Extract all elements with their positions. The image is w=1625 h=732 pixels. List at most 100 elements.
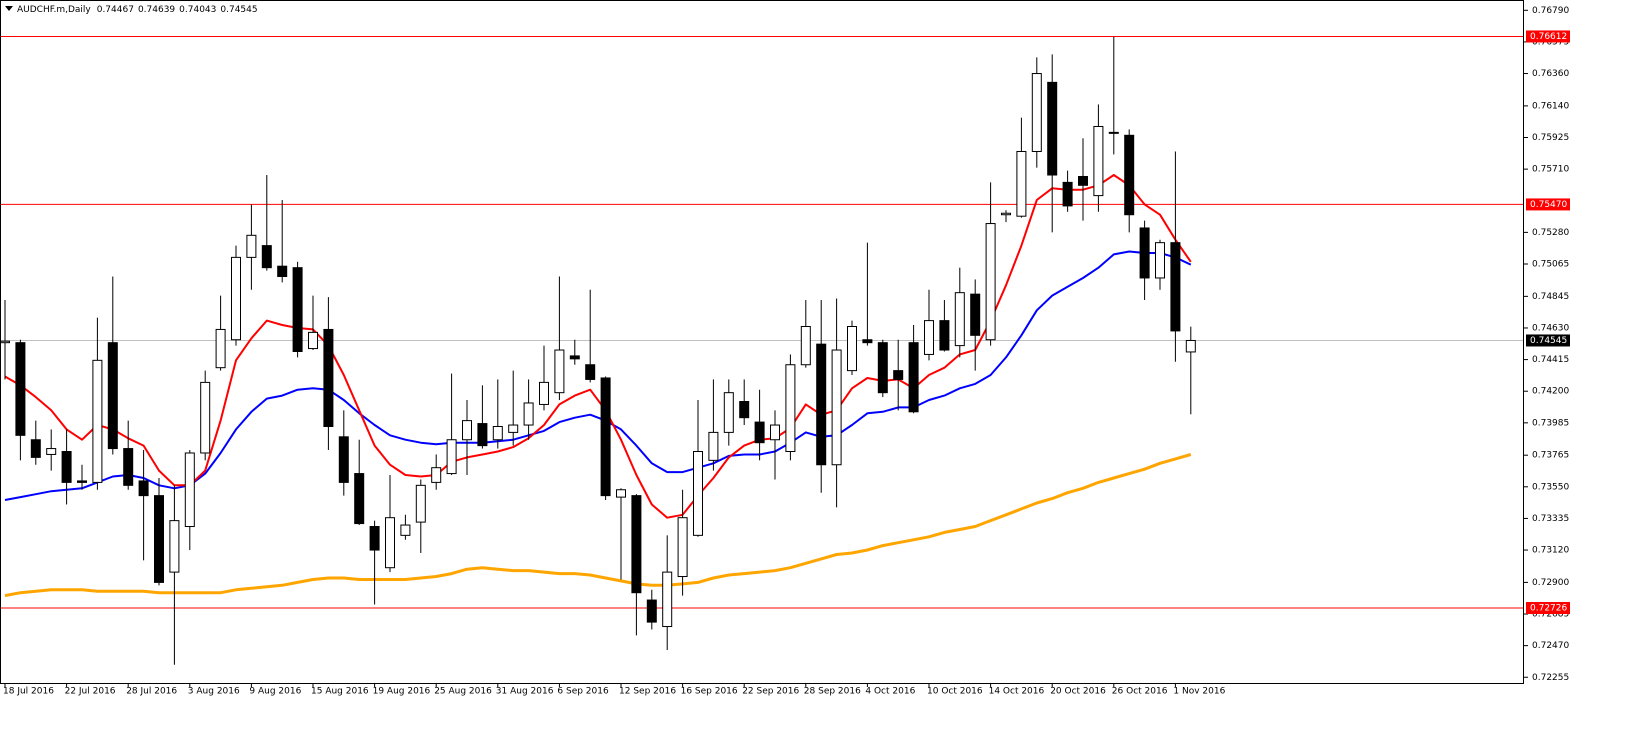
x-tick-label: 6 Sep 2016 [557, 687, 609, 697]
candle-body [15, 342, 26, 436]
candle-body [77, 480, 87, 483]
candle-body [585, 364, 596, 380]
candle-body [785, 364, 796, 453]
level-label: 0.76612 [1530, 32, 1567, 42]
y-tick-label: 0.72470 [1532, 641, 1569, 651]
candle-body [708, 431, 719, 461]
candle-body [400, 524, 411, 536]
x-tick-label: 22 Sep 2016 [742, 687, 799, 697]
candle-body [862, 339, 873, 344]
candle-body [308, 331, 318, 350]
close-value: 0.74545 [220, 5, 257, 15]
candle-layer [0, 36, 1196, 665]
x-tick-label: 12 Sep 2016 [619, 687, 676, 697]
candle-body [600, 377, 611, 497]
menu-icon [5, 6, 13, 11]
candle-body [908, 342, 919, 413]
symbol: AUDCHF.m,Daily [17, 5, 91, 15]
candle-body [184, 452, 195, 528]
candle-body [462, 420, 472, 441]
y-tick-label: 0.75065 [1532, 259, 1569, 269]
candle-body [1170, 242, 1181, 332]
candle-body [770, 424, 780, 441]
x-tick-label: 3 Aug 2016 [188, 687, 240, 697]
candle-body [138, 480, 149, 497]
candle-body [30, 439, 41, 458]
candle-body [508, 424, 519, 433]
x-tick-label: 28 Sep 2016 [804, 687, 861, 697]
x-tick-label: 19 Aug 2016 [373, 687, 431, 697]
candle-body [739, 401, 750, 419]
moving-average [4, 453, 1192, 598]
candle-body [1108, 131, 1119, 134]
x-tick-label: 31 Aug 2016 [496, 687, 554, 697]
level-label: 0.75470 [1530, 200, 1567, 210]
candle-body [939, 320, 950, 351]
x-tick-label: 22 Jul 2016 [65, 687, 116, 697]
hline-layer [0, 35, 1524, 609]
candle-body [477, 423, 488, 447]
candle-body [662, 571, 673, 628]
x-tick-label: 18 Jul 2016 [3, 687, 54, 697]
y-tick-label: 0.74845 [1532, 292, 1569, 302]
open-value: 0.74467 [97, 5, 134, 15]
candle-body [831, 349, 842, 466]
y-tick-label: 0.73120 [1532, 546, 1569, 556]
y-tick-label: 0.72255 [1532, 673, 1569, 683]
candle-body [877, 342, 888, 394]
plot-frame [0, 0, 1524, 684]
x-tick-label: 1 Nov 2016 [1173, 687, 1225, 697]
candle-body [354, 473, 365, 525]
x-tick-label: 4 Oct 2016 [865, 687, 915, 697]
candle-body [1031, 73, 1042, 152]
moving-average [4, 250, 1192, 501]
chart-title: AUDCHF.m,Daily 0.74467 0.74639 0.74043 0.745… [17, 5, 258, 15]
y-tick-label: 0.76360 [1532, 69, 1569, 79]
y-tick-label: 0.76140 [1532, 101, 1569, 111]
y-tick-label: 0.73335 [1532, 514, 1569, 524]
last-price-box [1526, 334, 1570, 347]
x-tick-label: 9 Aug 2016 [249, 687, 301, 697]
candle-body [323, 328, 334, 428]
candle-body [277, 265, 288, 277]
x-tick-label: 10 Oct 2016 [927, 687, 983, 697]
candle-body [970, 293, 981, 336]
candle-body [246, 234, 257, 258]
candle-body [338, 436, 349, 483]
candle-body [723, 392, 734, 433]
candle-body [1155, 242, 1165, 279]
x-tick-label: 25 Aug 2016 [434, 687, 492, 697]
level-label-box [1526, 198, 1570, 211]
candle-body [893, 370, 904, 380]
candle-body [446, 439, 457, 475]
candle-body [754, 421, 765, 444]
candle-body [292, 267, 303, 353]
candle-body [1001, 212, 1011, 216]
candle-body [693, 451, 703, 536]
candle-body [1062, 181, 1073, 207]
candle-body [631, 495, 642, 594]
candle-body [61, 451, 72, 483]
candle-body [569, 355, 580, 360]
label-layer: 0.76612 0.75470 0.72726 0.74545 [1526, 30, 1570, 614]
candle-body [924, 320, 934, 355]
candle-body [800, 325, 811, 366]
x-tick-label: 20 Oct 2016 [1050, 687, 1106, 697]
y-tick-label: 0.75710 [1532, 165, 1569, 175]
level-label: 0.72726 [1530, 603, 1567, 613]
y-tick-label: 0.75280 [1532, 228, 1569, 238]
high-value: 0.74639 [138, 5, 175, 15]
candle-body [46, 448, 57, 455]
candle-body [1139, 227, 1150, 279]
candle-body [1047, 81, 1058, 176]
y-tick-label: 0.72900 [1532, 578, 1569, 588]
candle-body [107, 342, 118, 450]
candle-body [539, 381, 549, 405]
last-price-label: 0.74545 [1530, 336, 1567, 346]
candle-body [677, 517, 688, 578]
candle-body [200, 381, 211, 454]
x-tick-label: 26 Oct 2016 [1112, 687, 1168, 697]
x-tick-label: 15 Aug 2016 [311, 687, 369, 697]
y-tick-label: 0.73550 [1532, 482, 1569, 492]
